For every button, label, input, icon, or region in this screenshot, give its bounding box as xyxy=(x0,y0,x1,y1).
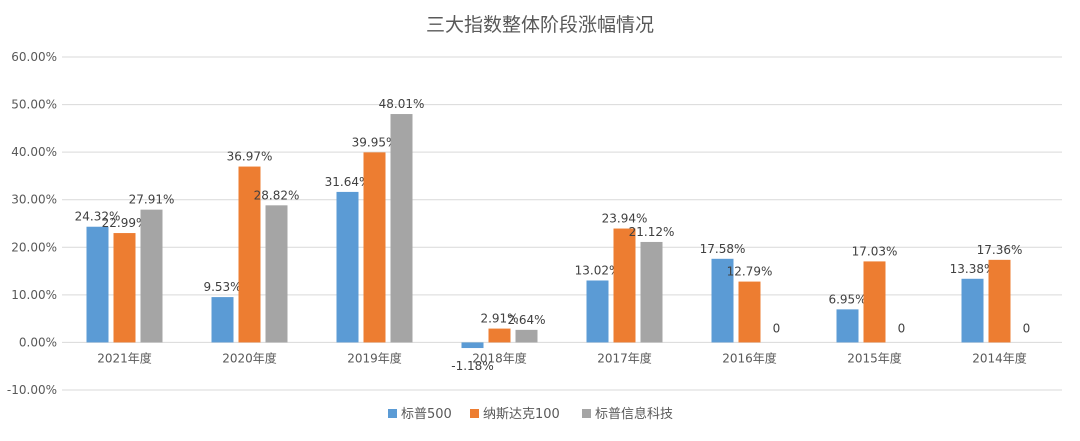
x-tick-label: 2014年度 xyxy=(972,350,1027,365)
x-tick-label: 2017年度 xyxy=(597,350,652,365)
data-label: 36.97% xyxy=(227,150,273,164)
bar xyxy=(113,233,136,343)
data-label: 9.53% xyxy=(203,280,241,294)
bar xyxy=(640,241,663,343)
bar xyxy=(265,205,288,343)
y-tick-label: 0.00% xyxy=(19,335,57,349)
bar xyxy=(586,280,609,343)
legend-swatch xyxy=(582,409,591,418)
data-label: 13.38% xyxy=(950,262,996,276)
data-label: 17.03% xyxy=(852,244,898,258)
data-label: 2.91% xyxy=(480,312,518,326)
bar xyxy=(711,258,734,343)
x-tick-label: 2019年度 xyxy=(347,350,402,365)
y-tick-label: 30.00% xyxy=(11,193,57,207)
bar xyxy=(390,114,413,343)
bar xyxy=(836,309,859,343)
legend-swatch xyxy=(388,409,397,418)
x-tick-label: 2020年度 xyxy=(222,350,277,365)
bar xyxy=(86,226,109,343)
data-label: -1.18% xyxy=(451,359,493,373)
bar xyxy=(363,152,386,343)
legend-entry: 标普信息科技 xyxy=(595,406,673,422)
data-label: 6.95% xyxy=(828,292,866,306)
y-tick-label: 20.00% xyxy=(11,240,57,254)
bar xyxy=(488,328,511,343)
data-label: 48.01% xyxy=(379,97,425,111)
bar xyxy=(988,259,1011,343)
bar xyxy=(211,297,234,343)
y-tick-label: 60.00% xyxy=(11,50,57,64)
bar xyxy=(140,209,163,343)
legend-swatch xyxy=(470,409,479,418)
bar xyxy=(863,261,886,343)
data-label: 21.12% xyxy=(629,225,675,239)
data-label: 0 xyxy=(773,321,781,335)
bar xyxy=(613,228,636,343)
x-tick-label: 2016年度 xyxy=(722,350,777,365)
data-label: 2.64% xyxy=(507,313,545,327)
data-label: 24.32% xyxy=(75,210,121,224)
x-tick-label: 2018年度 xyxy=(472,350,527,365)
data-label: 22.99% xyxy=(102,216,148,230)
chart-title: 三大指数整体阶段涨幅情况 xyxy=(425,14,654,36)
bar xyxy=(515,329,538,343)
data-label: 13.02% xyxy=(575,263,621,277)
bar xyxy=(238,166,261,343)
x-tick-label: 2015年度 xyxy=(847,350,902,365)
data-label: 0 xyxy=(1023,321,1031,335)
legend-entry: 纳斯达克100 xyxy=(483,407,560,422)
bar xyxy=(738,281,761,343)
y-tick-label: 10.00% xyxy=(11,288,57,302)
data-label: 39.95% xyxy=(352,135,398,149)
y-tick-label: 40.00% xyxy=(11,145,57,159)
data-label: 31.64% xyxy=(325,175,371,189)
legend-entry: 标普500 xyxy=(401,407,452,422)
data-label: 17.58% xyxy=(700,242,746,256)
bar xyxy=(336,191,359,343)
y-tick-label: -10.00% xyxy=(7,383,57,397)
data-label: 27.91% xyxy=(129,193,175,207)
data-label: 0 xyxy=(898,321,906,335)
bar xyxy=(461,342,484,349)
data-label: 17.36% xyxy=(977,243,1023,257)
x-tick-label: 2021年度 xyxy=(97,350,152,365)
data-label: 12.79% xyxy=(727,265,773,279)
data-label: 23.94% xyxy=(602,212,648,226)
y-tick-label: 50.00% xyxy=(11,98,57,112)
bar xyxy=(961,278,984,343)
data-label: 28.82% xyxy=(254,188,300,202)
